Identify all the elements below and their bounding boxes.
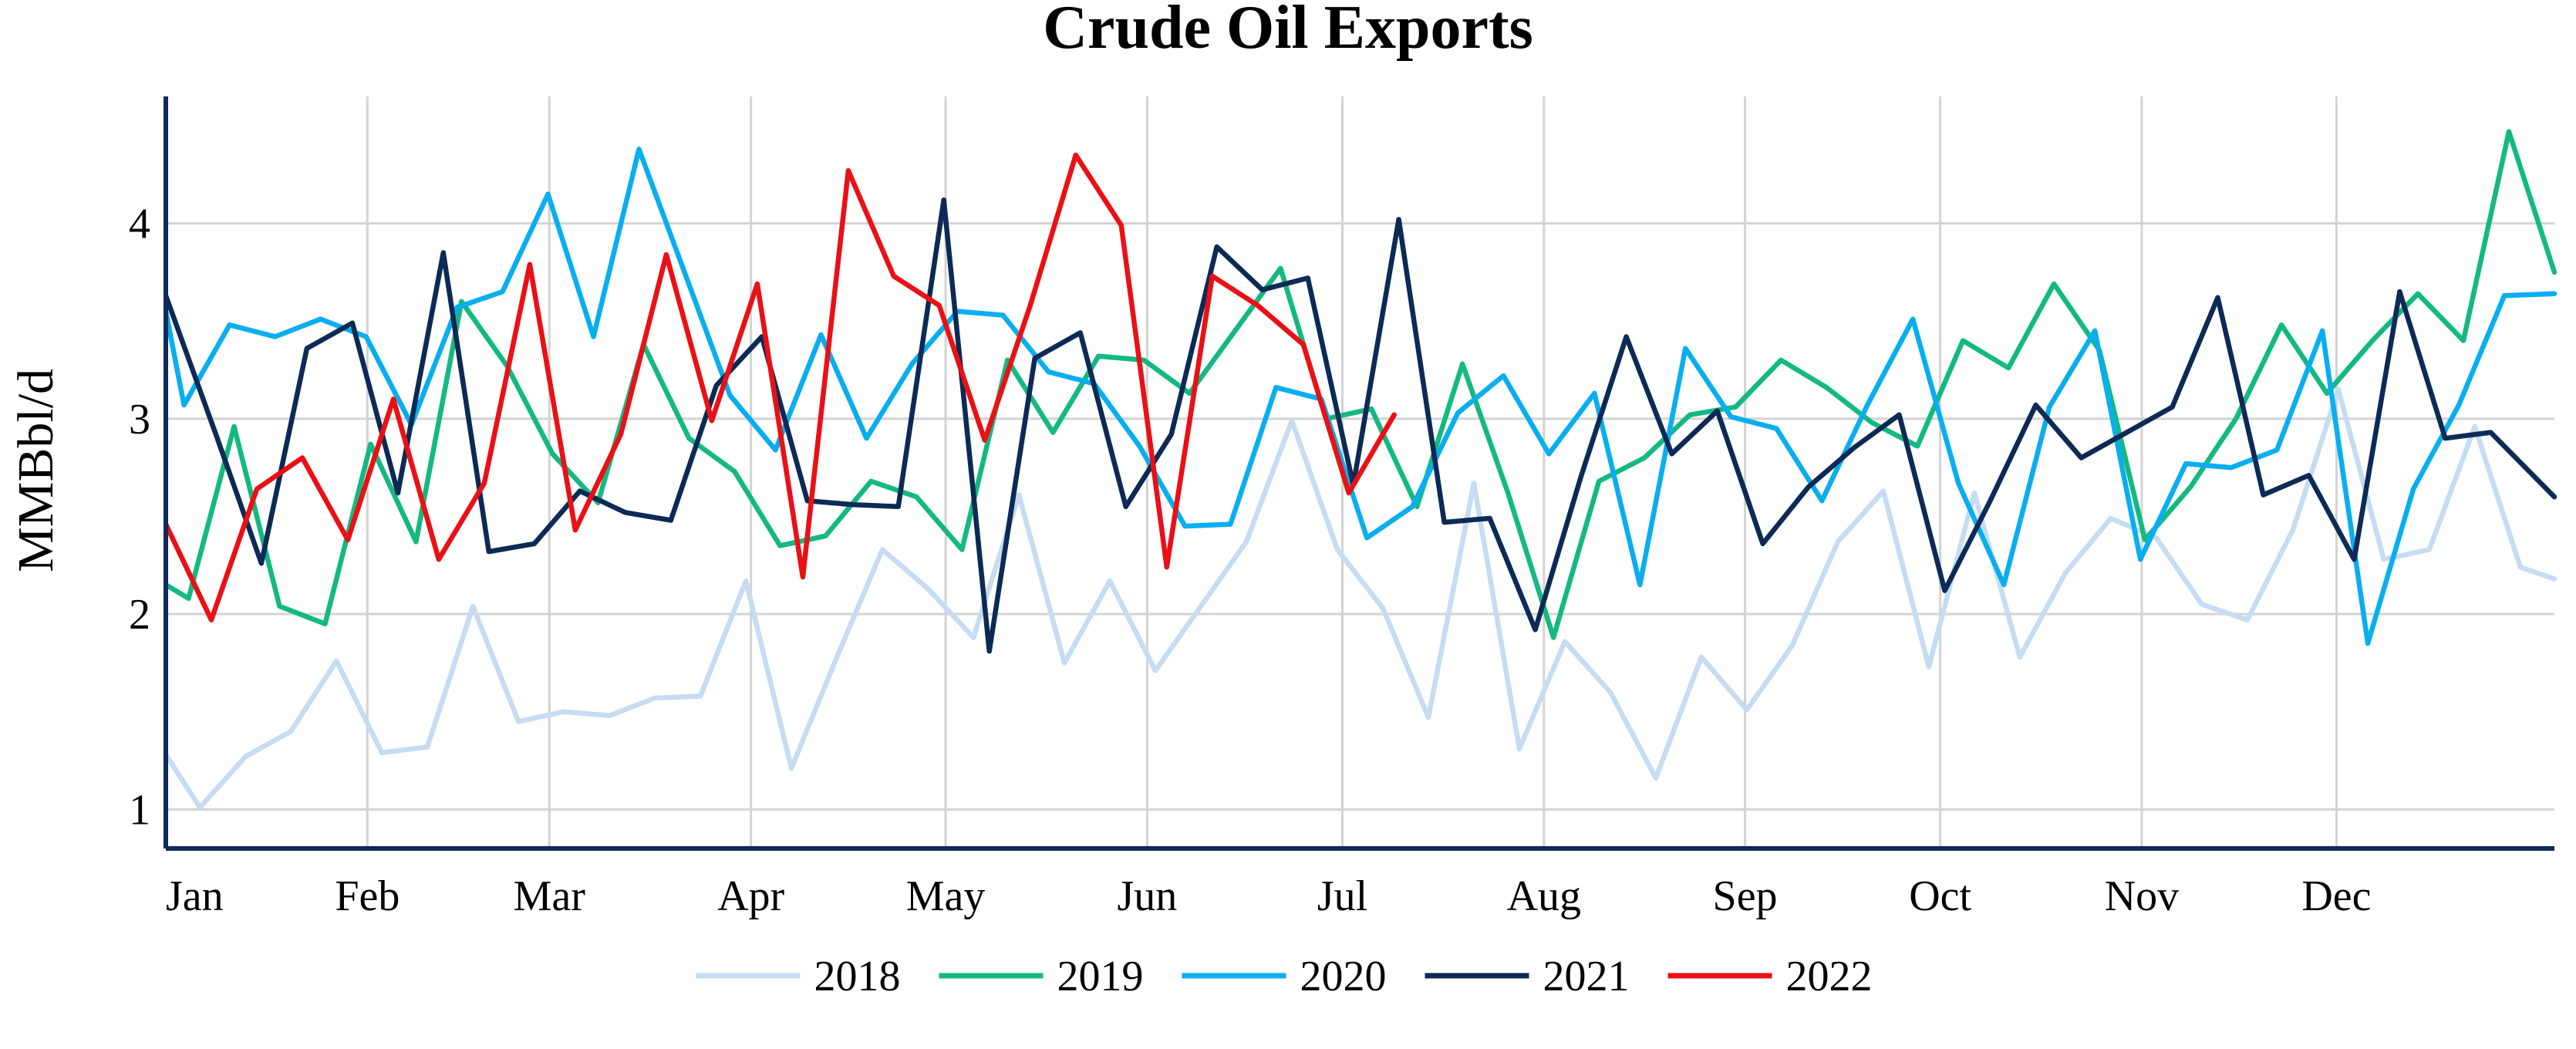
x-tick-label: Nov bbox=[2105, 872, 2179, 920]
y-axis-label: MMBbl/d bbox=[8, 369, 64, 572]
legend-label: 2020 bbox=[1300, 953, 1387, 1000]
x-tick-label: Aug bbox=[1507, 872, 1581, 920]
legend-label: 2019 bbox=[1057, 953, 1144, 1000]
x-tick-label: Jun bbox=[1118, 872, 1178, 920]
x-tick-label: Mar bbox=[514, 872, 586, 920]
x-tick-label: Jan bbox=[166, 872, 224, 920]
series-layer bbox=[163, 129, 2557, 811]
legend-item-2021[interactable]: 2021 bbox=[1425, 953, 1630, 1000]
x-tick-label: Apr bbox=[717, 872, 784, 920]
legend-item-2018[interactable]: 2018 bbox=[696, 953, 901, 1000]
legend-item-2020[interactable]: 2020 bbox=[1182, 953, 1387, 1000]
series-line-2021 bbox=[163, 197, 2557, 654]
x-tick-label: Jul bbox=[1317, 872, 1367, 920]
x-tick-label: Feb bbox=[335, 872, 400, 920]
ticks-layer: Jan Feb Mar Apr May Jun Jul Aug Sep Oct Nov Dec 1 2 3 4 bbox=[129, 201, 2372, 920]
x-tick-label: May bbox=[906, 872, 986, 920]
y-tick-label: 2 bbox=[129, 591, 150, 639]
y-tick-label: 4 bbox=[129, 201, 150, 248]
series-line-2018 bbox=[163, 386, 2557, 811]
y-tick-label: 3 bbox=[129, 396, 150, 444]
series-line-2022 bbox=[163, 152, 1397, 622]
legend: 2018 2019 2020 2021 2022 bbox=[696, 953, 1873, 1000]
legend-item-2022[interactable]: 2022 bbox=[1667, 953, 1873, 1000]
axis-layer bbox=[164, 96, 2554, 851]
legend-item-2019[interactable]: 2019 bbox=[939, 953, 1144, 1000]
legend-label: 2021 bbox=[1543, 953, 1630, 1000]
series-line-2020 bbox=[163, 147, 2557, 646]
x-tick-label: Sep bbox=[1713, 872, 1778, 920]
series-line-2019 bbox=[163, 129, 2557, 640]
x-tick-label: Oct bbox=[1909, 872, 1971, 920]
legend-label: 2018 bbox=[814, 953, 901, 1000]
x-tick-label: Dec bbox=[2301, 872, 2371, 920]
chart-title: Crude Oil Exports bbox=[1043, 0, 1533, 62]
y-tick-label: 1 bbox=[129, 786, 150, 834]
legend-label: 2022 bbox=[1786, 953, 1873, 1000]
